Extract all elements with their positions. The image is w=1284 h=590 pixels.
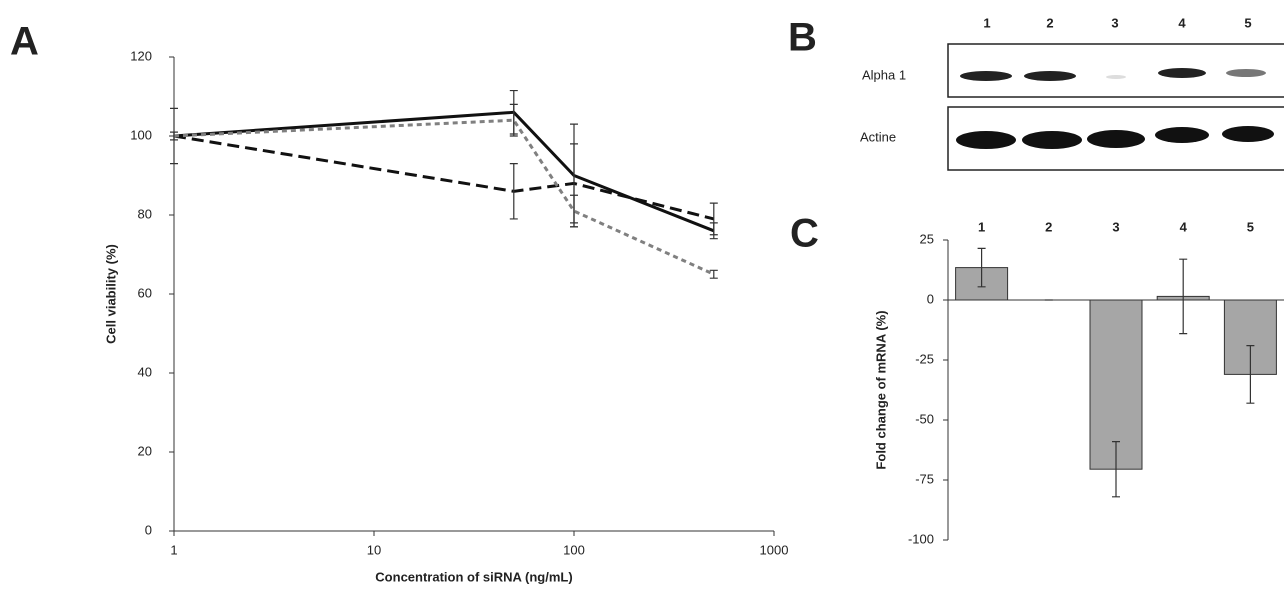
x-tick-label: 3 xyxy=(1112,219,1119,234)
x-tick-label: 100 xyxy=(563,542,585,557)
band xyxy=(960,71,1012,81)
lane-label: 1 xyxy=(983,15,990,30)
y-axis-title: Cell viability (%) xyxy=(103,244,118,344)
blot-frame xyxy=(947,43,1284,98)
error-bar xyxy=(509,163,518,220)
y-tick-label: -50 xyxy=(915,411,934,426)
x-tick-label: 2 xyxy=(1045,219,1052,234)
error-bar xyxy=(977,247,986,288)
y-tick-label: -100 xyxy=(908,531,934,546)
y-tick-label: 25 xyxy=(920,231,934,246)
row-label: Alpha 1 xyxy=(862,67,906,82)
lane-label: 2 xyxy=(1046,15,1053,30)
y-tick-label: 40 xyxy=(138,364,152,379)
y-tick-label: 120 xyxy=(130,48,152,63)
y-tick-label: -75 xyxy=(915,471,934,486)
error-bar xyxy=(509,103,518,137)
panel-label: B xyxy=(788,16,817,60)
error-bar xyxy=(709,269,718,279)
error-bar xyxy=(1112,441,1120,498)
lane-label: 3 xyxy=(1111,15,1118,30)
series-line xyxy=(173,118,715,276)
x-tick-label: 10 xyxy=(367,542,381,557)
error-bar xyxy=(570,194,578,228)
y-tick-label: 20 xyxy=(138,443,152,458)
band xyxy=(1106,75,1126,79)
error-bar xyxy=(709,202,718,236)
y-axis-title: Fold change of mRNA (%) xyxy=(873,310,888,469)
x-tick-label: 5 xyxy=(1247,219,1254,234)
error-bar xyxy=(170,131,178,141)
x-tick-label: 1 xyxy=(978,219,985,234)
x-axis-title: Concentration of siRNA (ng/mL) xyxy=(375,569,572,584)
band xyxy=(1022,131,1082,149)
lane-label: 4 xyxy=(1178,15,1186,30)
row-label: Actine xyxy=(860,129,896,144)
series-line xyxy=(173,134,715,221)
y-tick-label: 0 xyxy=(927,291,934,306)
lane-label: 5 xyxy=(1244,15,1251,30)
error-bar xyxy=(1246,345,1255,404)
band xyxy=(1155,127,1209,143)
band xyxy=(1222,126,1274,142)
y-tick-label: 80 xyxy=(138,206,152,221)
y-tick-label: 0 xyxy=(145,522,152,537)
y-tick-label: -25 xyxy=(915,351,934,366)
error-bar xyxy=(1179,258,1188,335)
band xyxy=(1158,68,1206,78)
band xyxy=(1024,71,1076,81)
x-tick-label: 1000 xyxy=(760,542,789,557)
blot: Alpha 1 Actine xyxy=(860,43,1284,171)
series-line xyxy=(173,110,715,233)
panel-label: A xyxy=(10,20,39,64)
x-tick-label: 4 xyxy=(1180,219,1188,234)
y-tick-label: 100 xyxy=(130,127,152,142)
panel-label: C xyxy=(790,212,819,256)
band xyxy=(956,131,1016,149)
band xyxy=(1226,69,1266,77)
x-tick-label: 1 xyxy=(170,542,177,557)
band xyxy=(1087,130,1145,148)
y-tick-label: 60 xyxy=(138,285,152,300)
